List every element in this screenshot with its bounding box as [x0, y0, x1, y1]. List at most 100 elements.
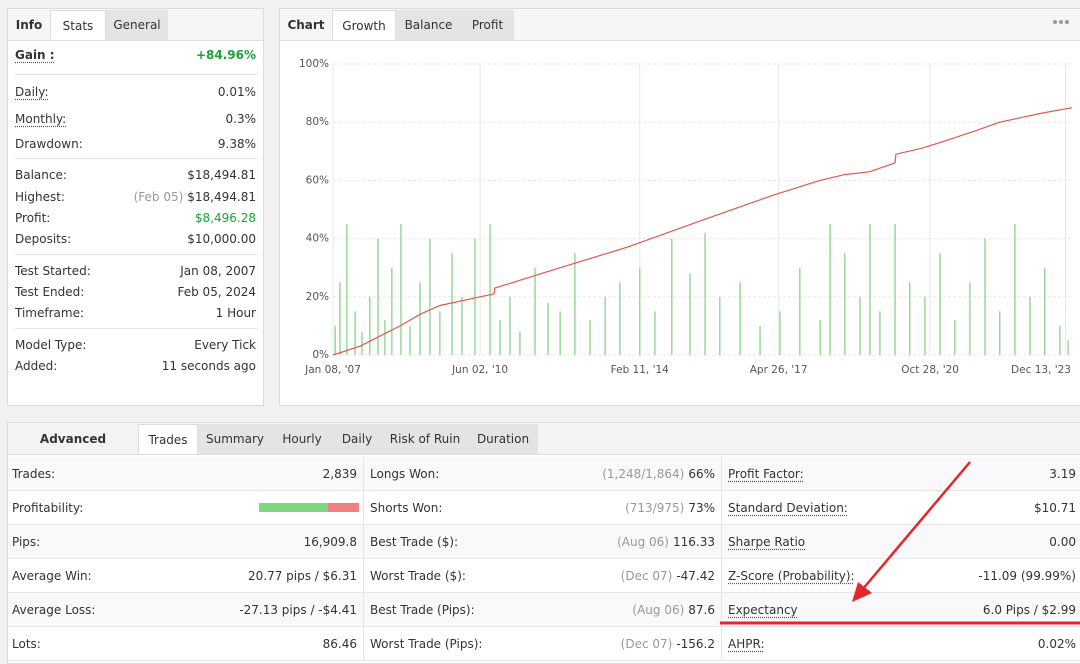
stat-label: Drawdown: [15, 137, 83, 151]
cell-value: 6.0 Pips / $2.99 [983, 602, 1076, 618]
tab[interactable]: General [106, 10, 168, 40]
cell-value: -27.13 pips / -$4.41 [239, 602, 357, 618]
profitability-bar [328, 503, 359, 512]
stat-label: Highest: [15, 190, 65, 204]
value: 0.3% [225, 112, 257, 126]
tab[interactable]: Daily [332, 424, 382, 454]
stat-label: Model Type: [15, 338, 87, 352]
stat-value: Feb 05, 2024 [178, 284, 257, 300]
cell-label: Expectancy [728, 603, 798, 617]
cell-note: (1,248/1,864) [602, 467, 685, 481]
cell-value: 20.77 pips / $6.31 [248, 568, 357, 584]
stat-label: Deposits: [15, 232, 72, 246]
tab[interactable]: Hourly [272, 424, 332, 454]
chart-panel: Chart Growth Balance Profit [279, 8, 1080, 406]
value: 2,839 [322, 467, 357, 481]
stat-value: Every Tick [194, 337, 256, 353]
cell-value: $10.71 [1034, 500, 1076, 516]
tab[interactable]: Balance [396, 10, 461, 40]
value: 20.77 pips / $6.31 [247, 569, 357, 583]
column-divider [363, 627, 364, 661]
tab[interactable]: Summary [198, 424, 272, 454]
tab[interactable]: Profit [461, 10, 514, 40]
stat-value: 11 seconds ago [162, 358, 256, 374]
profitability-bar [259, 503, 328, 512]
cell-value: (Aug 06) 116.33 [617, 534, 715, 550]
tab: Chart [280, 10, 332, 40]
cell-value: (Dec 07) -47.42 [621, 568, 715, 584]
stat-label: Test Started: [15, 264, 91, 278]
tab[interactable]: Duration [468, 424, 538, 454]
cell-value: (713/975) 73% [625, 500, 715, 516]
value: $18,494.81 [187, 168, 256, 182]
cell-label: AHPR: [728, 637, 765, 651]
value: 1 Hour [215, 306, 256, 320]
stat-value: 0.01% [218, 84, 256, 100]
stat-value: (Feb 05) $18,494.81 [134, 189, 256, 205]
cell-label: Worst Trade ($): [370, 569, 466, 583]
stat-value: $18,494.81 [187, 167, 256, 183]
cell-label: Z-Score (Probability): [728, 569, 855, 583]
cell-value: 3.19 [1049, 466, 1076, 482]
stat-value: Jan 08, 2007 [180, 263, 256, 279]
stat-label: Monthly: [15, 112, 67, 126]
cell-value: -11.09 (99.99%) [978, 568, 1076, 584]
cell-label: Lots: [12, 637, 41, 651]
stats-panel: Info Stats General Gain : +84.96% Daily: 0.01%… [7, 8, 264, 406]
value: $10,000.00 [187, 232, 256, 246]
separator [15, 328, 257, 329]
cell-value: (Dec 07) -156.2 [621, 636, 715, 652]
column-divider [721, 525, 722, 559]
column-divider [363, 525, 364, 559]
cell-note: (Dec 07) [620, 637, 673, 651]
value: -27.13 pips / -$4.41 [239, 603, 357, 617]
separator [15, 158, 257, 159]
cell-value: (Aug 06) 87.6 [632, 602, 715, 618]
table-row [8, 491, 1080, 525]
cell-note: (Aug 06) [617, 535, 669, 549]
value: Feb 05, 2024 [177, 285, 257, 299]
separator [15, 74, 257, 75]
cell-value: (1,248/1,864) 66% [602, 466, 715, 482]
column-divider [363, 457, 364, 491]
value: 73% [688, 501, 715, 515]
cell-value: 0.00 [1049, 534, 1076, 550]
stat-value: 0.3% [226, 111, 257, 127]
tab: Info [8, 10, 50, 40]
cell-value: 16,909.8 [304, 534, 357, 550]
value: 0.02% [1037, 637, 1076, 651]
column-divider [363, 491, 364, 525]
value: 9.38% [217, 137, 256, 151]
value: 87.6 [688, 603, 715, 617]
column-divider [721, 593, 722, 627]
column-divider [721, 491, 722, 525]
column-divider [363, 593, 364, 627]
cell-label: Shorts Won: [370, 501, 443, 515]
tab[interactable]: Trades [138, 424, 198, 454]
cell-label: Average Loss: [12, 603, 96, 617]
cell-label: Sharpe Ratio [728, 535, 806, 549]
stat-label: Daily: [15, 85, 49, 99]
cell-value: 0.02% [1038, 636, 1076, 652]
column-divider [363, 559, 364, 593]
tab[interactable]: Risk of Ruin [382, 424, 468, 454]
value: 16,909.8 [303, 535, 357, 549]
tab[interactable]: Growth [332, 10, 396, 40]
value: 11 seconds ago [161, 359, 256, 373]
value: 0.00 [1049, 535, 1076, 549]
stat-value: 9.38% [218, 136, 256, 152]
cell-label: Standard Deviation: [728, 501, 848, 515]
value: 86.46 [322, 637, 357, 651]
value: $10.71 [1034, 501, 1076, 515]
stat-label: Balance: [15, 168, 67, 182]
value: -47.42 [676, 569, 715, 583]
cell-label: Best Trade (Pips): [370, 603, 475, 617]
stat-value: +84.96% [196, 47, 256, 63]
value: 3.19 [1049, 467, 1076, 481]
cell-label: Best Trade ($): [370, 535, 459, 549]
value: $18,494.81 [187, 190, 256, 204]
cell-label: Worst Trade (Pips): [370, 637, 483, 651]
tab[interactable]: Stats [50, 10, 106, 40]
value: 66% [688, 467, 715, 481]
